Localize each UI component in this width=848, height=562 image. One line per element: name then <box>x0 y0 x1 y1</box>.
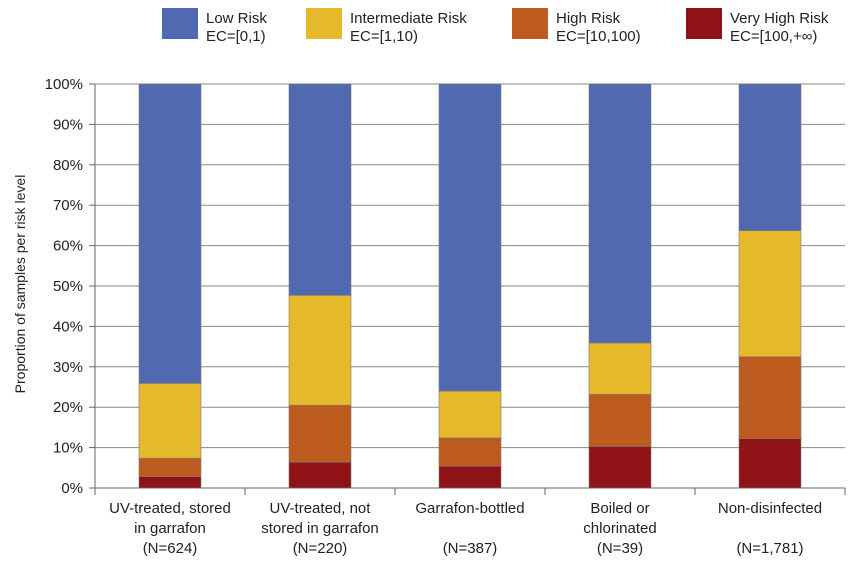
bar-segment-intermediate-risk <box>438 390 502 439</box>
bar-segment-very-high-risk <box>588 446 652 489</box>
bar-segment-intermediate-risk <box>588 342 652 395</box>
bar-segment-intermediate-risk <box>288 294 352 406</box>
bar-segment-very-high-risk <box>138 476 202 489</box>
y-tick-label: 70% <box>53 197 83 214</box>
legend-name-low-risk: Low Risk <box>206 10 267 27</box>
bar-segment-low-risk <box>738 83 802 231</box>
legend-swatch-low-risk <box>162 8 198 39</box>
y-tick-label: 20% <box>53 399 83 416</box>
x-category-label: in garrafon <box>134 520 206 537</box>
x-category-label: stored in garrafon <box>261 520 379 537</box>
x-category-count-label: (N=624) <box>143 540 198 557</box>
legend-range-intermediate-risk: EC=[1,10) <box>350 28 418 45</box>
y-tick-label: 90% <box>53 116 83 133</box>
y-tick-label: 60% <box>53 238 83 255</box>
bar-segment-very-high-risk <box>738 438 802 489</box>
legend-label-very-high-risk: Very High Risk EC=[100,+∞) <box>730 10 828 46</box>
bar-segment-intermediate-risk <box>738 230 802 357</box>
legend-swatch-intermediate-risk <box>306 8 342 39</box>
x-category-label: Boiled or <box>590 500 649 517</box>
x-category-label: UV-treated, stored <box>109 500 231 517</box>
x-category-count-label: (N=1,781) <box>736 540 803 557</box>
x-category-count-label: (N=39) <box>597 540 643 557</box>
y-tick-label: 40% <box>53 318 83 335</box>
bar-segment-high-risk <box>438 437 502 467</box>
y-tick-label: 0% <box>61 480 83 497</box>
x-category-label: UV-treated, not <box>270 500 372 517</box>
y-tick-label: 30% <box>53 359 83 376</box>
bar-segment-high-risk <box>288 404 352 463</box>
bar-segment-high-risk <box>738 356 802 440</box>
x-category-label: Non-disinfected <box>718 500 822 517</box>
legend-label-high-risk: High Risk EC=[10,100) <box>556 10 641 46</box>
y-tick-label: 50% <box>53 278 83 295</box>
bar-segment-very-high-risk <box>438 465 502 489</box>
legend-label-low-risk: Low Risk EC=[0,1) <box>206 10 267 46</box>
legend-name-intermediate-risk: Intermediate Risk <box>350 10 467 27</box>
x-category-label: Garrafon-bottled <box>415 500 524 517</box>
legend: Low Risk EC=[0,1) Intermediate Risk EC=[… <box>0 6 848 56</box>
y-tick-label: 80% <box>53 157 83 174</box>
bar-segment-low-risk <box>588 83 652 344</box>
bar-segment-low-risk <box>138 83 202 384</box>
x-category-count-label: (N=387) <box>443 540 498 557</box>
legend-range-low-risk: EC=[0,1) <box>206 28 266 45</box>
bar-segment-low-risk <box>288 83 352 296</box>
bar-segment-high-risk <box>138 457 202 477</box>
bar-segment-low-risk <box>438 83 502 392</box>
y-tick-label: 10% <box>53 440 83 457</box>
legend-name-very-high-risk: Very High Risk <box>730 10 829 27</box>
legend-swatch-high-risk <box>512 8 548 39</box>
legend-range-very-high-risk: EC=[100,+∞) <box>730 28 818 45</box>
legend-swatch-very-high-risk <box>686 8 722 39</box>
x-category-count-label: (N=220) <box>293 540 348 557</box>
bar-segment-intermediate-risk <box>138 383 202 459</box>
bar-segment-high-risk <box>588 393 652 447</box>
bar-segment-very-high-risk <box>288 461 352 489</box>
x-category-label: chlorinated <box>583 520 656 537</box>
legend-range-high-risk: EC=[10,100) <box>556 28 641 45</box>
legend-label-intermediate-risk: Intermediate Risk EC=[1,10) <box>350 10 467 46</box>
legend-name-high-risk: High Risk <box>556 10 621 27</box>
y-tick-label: 100% <box>45 76 83 93</box>
